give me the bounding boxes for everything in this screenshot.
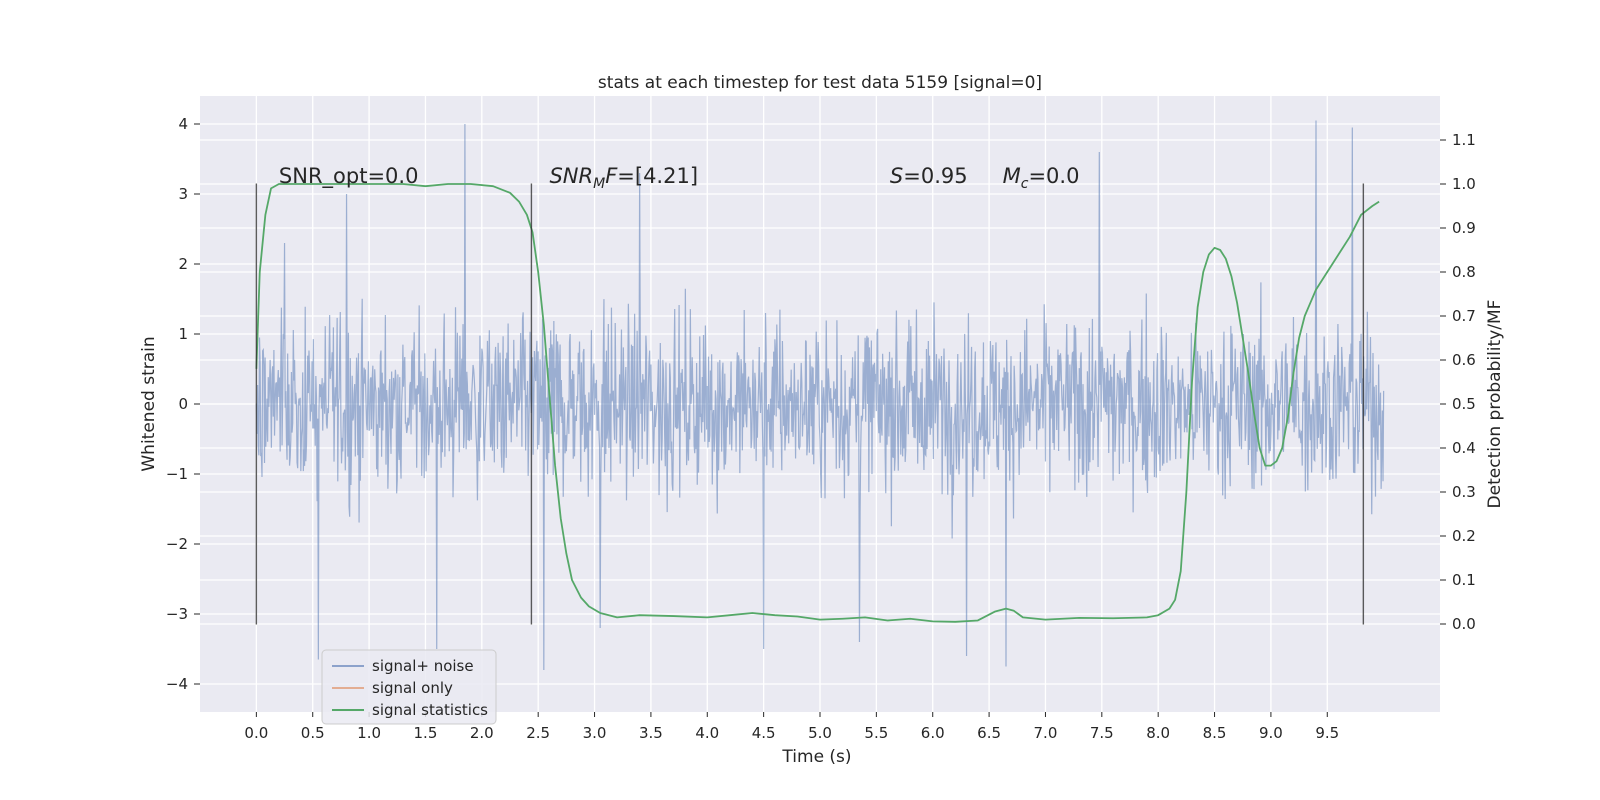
y2-axis-title: Detection probability/MF [1485, 300, 1505, 509]
y2-tick-label: 1.1 [1452, 131, 1476, 149]
y2-tick-label: 0.5 [1452, 395, 1476, 413]
annotation-text: SNRMF=[4.21] [549, 164, 698, 192]
y-tick-label: 2 [178, 255, 188, 273]
x-tick-label: 7.5 [1090, 724, 1114, 742]
x-axis-title: Time (s) [781, 747, 851, 767]
y2-tick-label: 0.0 [1452, 615, 1476, 633]
x-tick-label: 5.5 [864, 724, 888, 742]
annotation-part: c [1021, 176, 1029, 192]
x-axis-ticks: 0.0 0.5 1.0 1.5 2.0 2.5 3.0 3.5 4.0 4.5 5.0 5.5 6.0 6… [244, 712, 1339, 742]
stats-trace [255, 183, 1380, 623]
annotation-part: =0.0 [1028, 164, 1079, 188]
x-tick-label: 8.5 [1203, 724, 1227, 742]
legend-label: signal+ noise [372, 657, 474, 675]
marker-lines [255, 183, 1365, 625]
y-tick-label: 1 [178, 325, 188, 343]
annotation-part: SNR_opt=0.0 [279, 164, 419, 189]
series-signal-statistics-line [255, 183, 1380, 623]
legend-label: signal only [372, 679, 453, 697]
y2-tick-label: 0.7 [1452, 307, 1476, 325]
annotation-part: F [605, 164, 618, 188]
x-tick-label: 7.0 [1034, 724, 1058, 742]
annotation-part: M [593, 176, 605, 192]
x-tick-label: 9.5 [1315, 724, 1339, 742]
legend-box [321, 649, 497, 725]
x-tick-label: 2.0 [470, 724, 494, 742]
annotation-part: S [890, 164, 903, 188]
y-tick-label: −1 [166, 465, 188, 483]
x-tick-label: 1.0 [357, 724, 381, 742]
x-tick-label: 5.0 [808, 724, 832, 742]
x-tick-label: 4.5 [752, 724, 776, 742]
y2-tick-label: 0.1 [1452, 571, 1476, 589]
x-tick-label: 3.0 [583, 724, 607, 742]
annotations: SNR_opt=0.0 SNRMF=[4.21] S=0.95 Mc=0.0 [279, 164, 1080, 192]
legend: signal+ noise signal only signal statistic… [321, 649, 497, 725]
x-tick-label: 6.5 [977, 724, 1001, 742]
chart-title: stats at each timestep for test data 515… [598, 73, 1042, 93]
annotation-part: SNR [549, 164, 593, 188]
x-tick-label: 3.5 [639, 724, 663, 742]
annotation-part: =0.95 [903, 164, 967, 188]
y-tick-label: −3 [166, 605, 188, 623]
y2-tick-label: 0.3 [1452, 483, 1476, 501]
x-tick-label: 4.0 [695, 724, 719, 742]
y2-tick-label: 0.9 [1452, 219, 1476, 237]
x-tick-label: 0.5 [301, 724, 325, 742]
x-tick-label: 8.0 [1146, 724, 1170, 742]
y-axis-title: Whitened strain [139, 336, 159, 471]
y2-axis-ticks: 0.0 0.1 0.2 0.3 0.4 0.5 0.6 0.7 0.8 0.9 1.0 1.1 [1440, 131, 1476, 633]
y-tick-label: 3 [178, 185, 188, 203]
y-tick-label: −2 [166, 535, 188, 553]
y2-tick-label: 0.6 [1452, 351, 1476, 369]
y2-tick-label: 0.8 [1452, 263, 1476, 281]
x-tick-label: 1.5 [414, 724, 438, 742]
annotation-text: Mc=0.0 [1003, 164, 1080, 192]
annotation-part: =[4.21] [617, 164, 698, 188]
x-tick-label: 6.0 [921, 724, 945, 742]
y2-tick-label: 0.4 [1452, 439, 1476, 457]
x-tick-label: 2.5 [526, 724, 550, 742]
y-tick-label: 4 [178, 115, 188, 133]
annotation-text: S=0.95 [890, 164, 968, 188]
y-tick-label: −4 [166, 675, 188, 693]
legend-label: signal statistics [372, 701, 488, 719]
y-axis-ticks: −4 −3 −2 −1 0 1 2 3 4 [166, 115, 200, 693]
x-tick-label: 9.0 [1259, 724, 1283, 742]
y2-tick-label: 1.0 [1452, 175, 1476, 193]
y-tick-label: 0 [178, 395, 188, 413]
annotation-text: SNR_opt=0.0 [279, 164, 419, 189]
y2-tick-label: 0.2 [1452, 527, 1476, 545]
annotation-part: M [1003, 164, 1021, 188]
x-tick-label: 0.0 [244, 724, 268, 742]
